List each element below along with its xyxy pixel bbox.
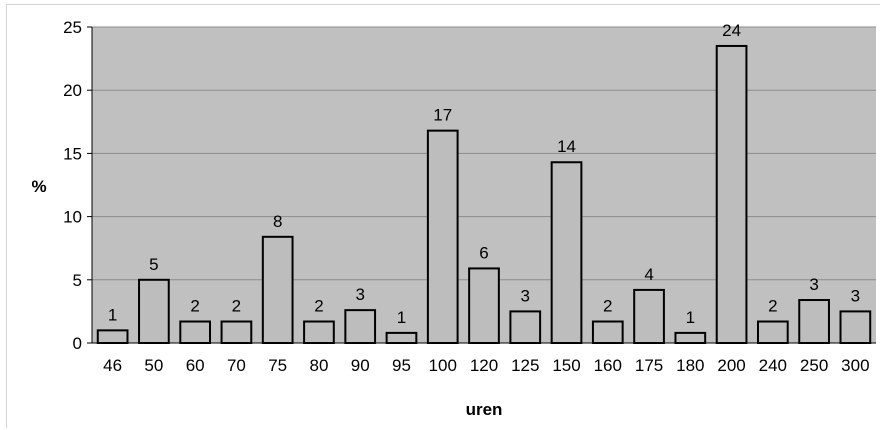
x-tick-label: 80 xyxy=(309,356,328,375)
data-label: 1 xyxy=(108,305,117,324)
x-tick-label: 150 xyxy=(552,356,580,375)
y-tick-label: 15 xyxy=(63,144,82,163)
y-axis-ticks: 0 5 10 15 20 25 xyxy=(63,18,93,353)
x-tick-label: 250 xyxy=(800,356,828,375)
data-label: 2 xyxy=(190,297,199,316)
x-tick-label: 240 xyxy=(759,356,787,375)
bar xyxy=(715,44,748,345)
bar xyxy=(674,331,707,345)
bar xyxy=(550,161,583,344)
bar xyxy=(633,288,665,344)
y-tick-label: 10 xyxy=(63,208,82,227)
data-label: 3 xyxy=(521,286,530,305)
data-label: 1 xyxy=(686,308,695,327)
bar xyxy=(509,310,542,344)
y-tick-label: 25 xyxy=(63,18,82,37)
bar xyxy=(179,320,212,344)
x-tick-label: 90 xyxy=(351,356,370,375)
data-label: 3 xyxy=(809,275,818,294)
x-tick-label: 120 xyxy=(470,356,498,375)
x-tick-label: 46 xyxy=(103,356,122,375)
bar xyxy=(426,129,459,344)
bar xyxy=(261,235,294,345)
y-tick-label: 5 xyxy=(73,271,82,290)
data-label: 6 xyxy=(479,243,488,262)
y-tick-label: 20 xyxy=(63,81,82,100)
bars xyxy=(96,44,872,345)
data-label: 2 xyxy=(314,297,323,316)
data-label: 8 xyxy=(273,212,282,231)
x-tick-label: 95 xyxy=(392,356,411,375)
bar xyxy=(96,329,129,344)
bar xyxy=(798,299,830,344)
x-tick-label: 75 xyxy=(268,356,287,375)
data-label: 2 xyxy=(232,297,241,316)
bar xyxy=(468,267,500,345)
x-tick-label: 300 xyxy=(841,356,869,375)
bar xyxy=(220,320,253,344)
bar xyxy=(138,278,170,344)
x-tick-label: 100 xyxy=(429,356,457,375)
data-label: 17 xyxy=(433,106,452,125)
bar xyxy=(756,320,789,344)
bar xyxy=(385,331,418,345)
data-label: 4 xyxy=(644,265,653,284)
x-tick-label: 160 xyxy=(594,356,622,375)
x-tick-label: 50 xyxy=(144,356,163,375)
x-tick-label: 60 xyxy=(186,356,205,375)
x-axis-ticks: 46 50 60 70 75 80 90 95 100 120 125 150 160 175 180 200… xyxy=(103,356,869,375)
x-tick-label: 200 xyxy=(717,356,745,375)
bar xyxy=(839,310,872,344)
data-label: 2 xyxy=(768,297,777,316)
x-tick-label: 180 xyxy=(676,356,704,375)
data-label: 24 xyxy=(722,21,741,40)
data-label: 3 xyxy=(355,285,364,304)
y-tick-label: 0 xyxy=(73,334,82,353)
y-axis-label: % xyxy=(31,177,46,196)
x-axis-label: uren xyxy=(466,400,503,419)
data-label: 14 xyxy=(557,137,576,156)
bar xyxy=(303,320,335,344)
data-label: 1 xyxy=(397,308,406,327)
data-label: 2 xyxy=(603,297,612,316)
x-tick-label: 70 xyxy=(227,356,246,375)
data-label: 5 xyxy=(149,255,158,274)
x-tick-label: 175 xyxy=(635,356,663,375)
x-tick-label: 125 xyxy=(511,356,539,375)
data-label: 3 xyxy=(851,286,860,305)
bar xyxy=(344,309,377,344)
bar xyxy=(591,320,624,344)
